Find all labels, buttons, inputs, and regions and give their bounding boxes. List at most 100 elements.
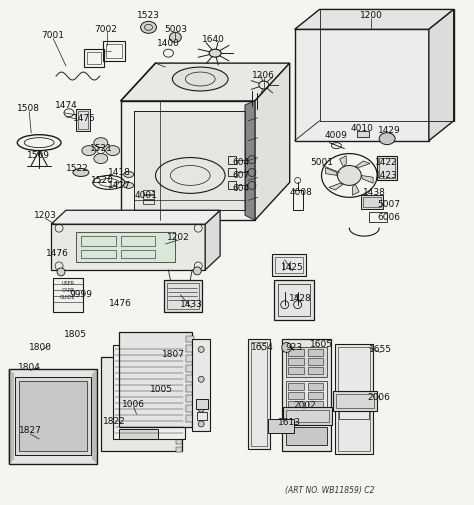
Bar [288, 359, 304, 365]
Ellipse shape [337, 166, 361, 185]
Text: 1804: 1804 [18, 363, 41, 372]
Polygon shape [255, 63, 290, 220]
Bar [308, 383, 323, 390]
Text: 607: 607 [232, 171, 250, 180]
Bar [286, 427, 328, 445]
Polygon shape [121, 101, 255, 220]
Bar [19, 381, 87, 451]
Text: 6006: 6006 [378, 213, 401, 222]
Bar [288, 401, 304, 408]
Bar [186, 345, 194, 352]
Text: 1800: 1800 [28, 343, 52, 352]
Bar [228, 169, 236, 176]
Ellipse shape [198, 406, 204, 412]
Text: 1520: 1520 [91, 176, 114, 185]
Text: 4010: 4010 [351, 124, 374, 133]
Bar [186, 385, 194, 392]
Bar [361, 195, 383, 209]
Bar [286, 410, 329, 422]
Bar [363, 197, 381, 207]
Bar [186, 375, 194, 382]
Bar [164, 280, 202, 312]
Bar [275, 257, 302, 273]
Text: 1202: 1202 [167, 233, 190, 241]
Ellipse shape [198, 346, 204, 352]
Bar [176, 383, 182, 388]
Bar [228, 156, 236, 164]
Polygon shape [51, 210, 220, 224]
Bar [288, 383, 304, 390]
Text: 1417: 1417 [108, 181, 131, 190]
Text: 9999: 9999 [69, 290, 92, 299]
Text: 1822: 1822 [103, 417, 126, 426]
Text: 1423: 1423 [375, 171, 398, 180]
Bar [251, 342, 267, 446]
Bar [369, 212, 387, 222]
Text: USER: USER [62, 281, 74, 286]
Text: 1508: 1508 [17, 105, 40, 113]
Bar [338, 347, 370, 451]
Bar [288, 349, 304, 357]
Text: 1476: 1476 [109, 299, 132, 308]
Text: 1476: 1476 [46, 249, 69, 259]
Ellipse shape [57, 268, 65, 276]
Bar [268, 419, 294, 433]
Bar [143, 190, 155, 194]
Polygon shape [328, 183, 343, 190]
Bar [196, 399, 208, 409]
Bar [308, 410, 323, 417]
Text: 1425: 1425 [281, 264, 304, 272]
Ellipse shape [173, 67, 228, 91]
Text: 1418: 1418 [108, 168, 131, 177]
Polygon shape [356, 161, 370, 167]
Ellipse shape [209, 49, 221, 57]
Text: 1433: 1433 [180, 300, 203, 309]
Polygon shape [118, 332, 192, 427]
Text: 1522: 1522 [65, 164, 88, 173]
Bar [186, 415, 194, 422]
Text: 5001: 5001 [310, 158, 333, 167]
Text: 1200: 1200 [360, 11, 383, 20]
Text: GUIDE: GUIDE [60, 295, 76, 300]
Bar [288, 410, 304, 417]
Bar [76, 109, 90, 131]
Bar [248, 339, 270, 449]
Text: 2002: 2002 [293, 400, 316, 410]
Text: 1805: 1805 [64, 330, 87, 339]
Polygon shape [339, 156, 346, 167]
Bar [176, 407, 182, 412]
Text: 1438: 1438 [363, 188, 386, 197]
Bar [15, 377, 91, 455]
Bar [176, 431, 182, 436]
Bar [186, 335, 194, 342]
Text: 1475: 1475 [73, 114, 95, 123]
Bar [143, 200, 155, 205]
Bar [176, 447, 182, 452]
Text: 1400: 1400 [157, 39, 180, 48]
Text: 1509: 1509 [27, 151, 50, 160]
Polygon shape [51, 224, 205, 270]
Bar [357, 131, 369, 137]
Text: 5003: 5003 [164, 25, 187, 34]
Bar [308, 392, 323, 399]
Ellipse shape [198, 421, 204, 427]
Polygon shape [205, 210, 220, 270]
Text: 5007: 5007 [378, 200, 401, 209]
Text: 1428: 1428 [289, 294, 312, 303]
Text: 1006: 1006 [122, 399, 145, 409]
Bar [286, 347, 328, 377]
Bar [337, 394, 374, 408]
Text: 1203: 1203 [34, 211, 56, 220]
Text: 2006: 2006 [368, 393, 391, 401]
Bar [53, 278, 83, 312]
Text: 1422: 1422 [375, 158, 397, 167]
Ellipse shape [379, 133, 395, 144]
Polygon shape [361, 175, 373, 183]
Bar [176, 423, 182, 428]
Polygon shape [9, 369, 97, 464]
Bar [84, 49, 104, 67]
Bar [103, 41, 125, 61]
Bar [339, 411, 369, 419]
Ellipse shape [141, 21, 156, 33]
Polygon shape [121, 63, 290, 101]
